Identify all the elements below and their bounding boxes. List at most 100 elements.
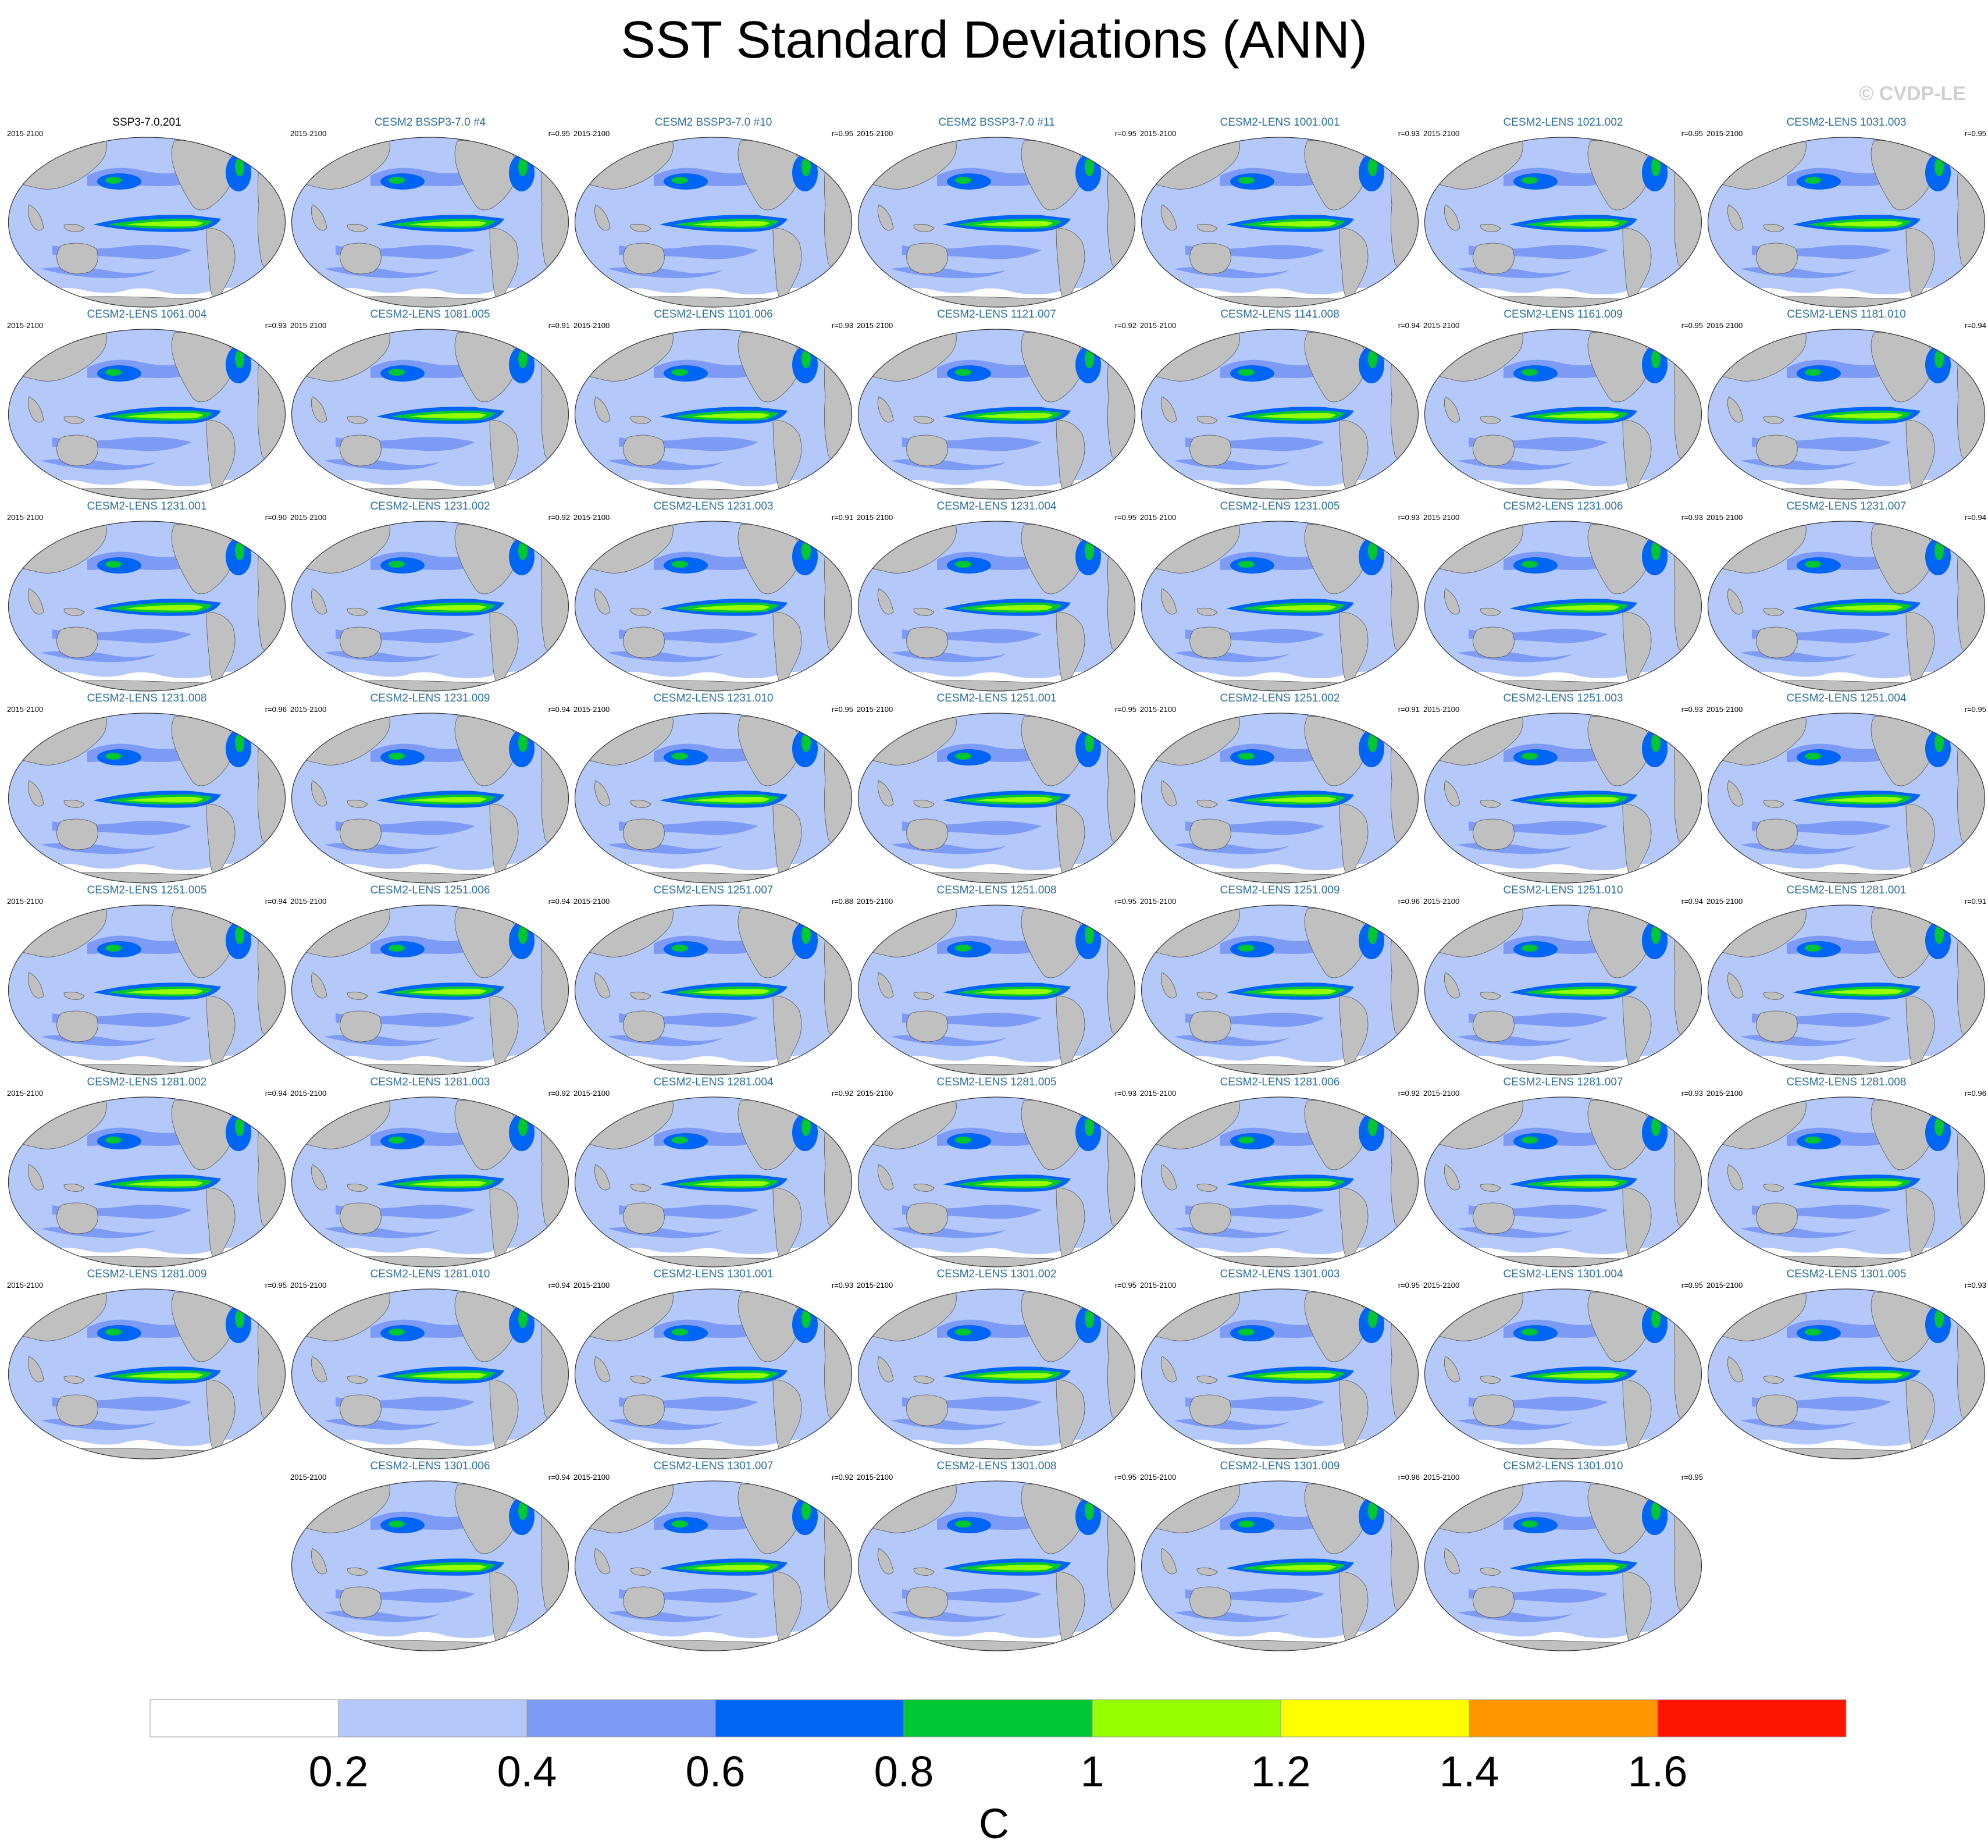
land-australia [340, 1202, 382, 1234]
ocean-map [1141, 1096, 1419, 1267]
panel-title: CESM2-LENS 1031.003 [1786, 116, 1907, 129]
panel-period: 2015-2100 [857, 513, 893, 522]
south-pacific-band [336, 1589, 475, 1603]
ocean-map [1707, 1096, 1986, 1267]
land-india [594, 1164, 611, 1191]
panel-period: 2015-2100 [7, 897, 44, 906]
map-panel: CESM2-LENS 1231.008 2015-2100 r=0.96 [6, 692, 288, 884]
land-africa-europe [1390, 152, 1419, 268]
map-outline [574, 713, 853, 884]
map-panel: CESM2-LENS 1251.006 2015-2100 r=0.94 [289, 884, 571, 1076]
land-maritime [1196, 1567, 1218, 1576]
panel-correlation: r=0.94 [1964, 321, 1986, 330]
colorbar-tick-label: 1.2 [1251, 1747, 1311, 1796]
land-india [1160, 588, 1177, 615]
land-antarctica [8, 296, 286, 307]
land-greenland [792, 713, 811, 732]
kuroshio-core [955, 753, 971, 760]
north-atlantic-core [1651, 542, 1661, 560]
land-maritime [913, 1567, 935, 1576]
kuroshio-core [672, 1521, 688, 1527]
panel-title: CESM2-LENS 1251.008 [936, 884, 1057, 896]
map-outline [574, 1480, 853, 1651]
land-australia [1473, 626, 1515, 658]
ocean-fill [1141, 1481, 1419, 1651]
panel-title: CESM2-LENS 1231.010 [653, 692, 774, 704]
colorbar-segment [1469, 1699, 1658, 1737]
land-africa-europe [1107, 1112, 1135, 1228]
south-pacific-band [1469, 437, 1608, 451]
land-greenland [226, 713, 245, 732]
kuroshio-core [1522, 177, 1538, 184]
colorbar-tick-label: 0.6 [686, 1747, 746, 1796]
map-panel: CESM2-LENS 1281.001 2015-2100 r=0.91 [1705, 884, 1987, 1076]
map-outline [291, 137, 569, 308]
panel-title: CESM2-LENS 1301.010 [1503, 1460, 1623, 1472]
map-outline [857, 1288, 1136, 1459]
land-india [1727, 972, 1744, 999]
land-australia [340, 243, 382, 275]
land-greenland [792, 1097, 811, 1116]
land-greenland [226, 1097, 245, 1116]
land-india [311, 396, 327, 423]
north-atlantic-core [1085, 350, 1094, 368]
land-africa-europe [824, 920, 852, 1036]
panel-correlation: r=0.95 [1681, 1281, 1703, 1290]
ocean-map [1707, 137, 1986, 308]
north-atlantic-core [518, 1117, 528, 1136]
panel-title: CESM2-LENS 1231.004 [936, 500, 1057, 512]
panel-grid: SSP3-7.0.201 2015-2100 CESM2 BSSP3-7.0 #4 2… [6, 116, 1987, 1652]
south-pacific-band [902, 1205, 1042, 1219]
land-greenland [1359, 1481, 1378, 1500]
land-antarctica [291, 296, 569, 307]
land-maritime [1196, 799, 1218, 808]
map-outline [8, 1096, 286, 1267]
land-maritime [1480, 607, 1501, 616]
land-maritime [1196, 415, 1218, 424]
land-africa-europe [1673, 152, 1702, 268]
ocean-fill [291, 1289, 569, 1459]
panel-correlation: r=0.95 [1964, 705, 1986, 714]
map-panel: CESM2-LENS 1301.010 2015-2100 r=0.95 [1422, 1460, 1704, 1652]
panel-title: CESM2-LENS 1231.008 [87, 692, 207, 704]
south-pacific-band [1185, 1589, 1325, 1603]
map-outline [857, 1096, 1136, 1267]
kuroshio-core [105, 561, 122, 568]
land-antarctica [575, 488, 852, 499]
map-panel: CESM2-LENS 1231.005 2015-2100 r=0.93 [1139, 500, 1421, 692]
ocean-fill [8, 521, 286, 691]
land-india [1727, 396, 1744, 423]
map-outline [1424, 329, 1702, 500]
enso-tongue-core [692, 412, 770, 419]
map-outline [1424, 137, 1702, 308]
colorbar: 0.2 0.4 0.6 0.8 1 1.2 1.4 1.6 [149, 1699, 1847, 1796]
map-panel: CESM2 BSSP3-7.0 #10 2015-2100 r=0.95 [572, 116, 854, 308]
south-pacific-band [336, 1013, 475, 1027]
north-atlantic-core [1368, 158, 1377, 176]
panel-period: 2015-2100 [1423, 1473, 1460, 1482]
ocean-map [1141, 713, 1419, 884]
land-india [594, 780, 611, 807]
panel-correlation: r=0.95 [548, 129, 570, 138]
land-greenland [1359, 521, 1378, 540]
kuroshio-core [105, 1329, 122, 1336]
panel-correlation: r=0.92 [548, 1089, 570, 1098]
enso-tongue-core [125, 1180, 204, 1187]
land-india [1444, 1164, 1460, 1191]
north-atlantic-core [518, 733, 528, 752]
panel-period: 2015-2100 [1706, 321, 1743, 330]
land-africa-europe [1107, 536, 1135, 652]
map-outline [1141, 1480, 1419, 1651]
ocean-map [857, 713, 1136, 884]
enso-tongue-core [1541, 1372, 1620, 1379]
land-australia [906, 818, 948, 850]
land-maritime [630, 991, 651, 1000]
land-maritime [630, 1375, 651, 1384]
land-greenland [509, 1481, 528, 1500]
ocean-fill [291, 1097, 569, 1267]
panel-title: CESM2-LENS 1281.010 [370, 1268, 490, 1280]
land-greenland [1075, 1289, 1095, 1308]
panel-title: CESM2-LENS 1251.009 [1220, 884, 1340, 896]
colorbar-segment [715, 1699, 904, 1737]
map-panel: CESM2-LENS 1081.005 2015-2100 r=0.91 [289, 308, 571, 500]
